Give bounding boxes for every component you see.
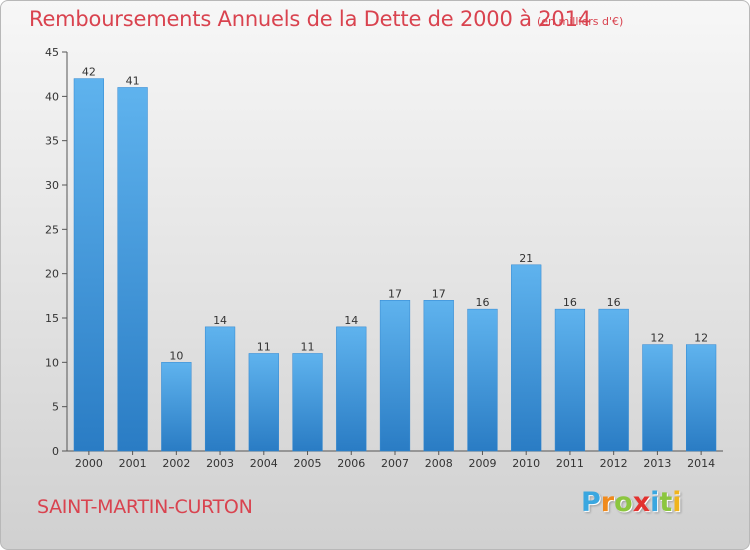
logo-letter: P	[581, 487, 601, 518]
logo-letter: r	[600, 487, 615, 518]
bar-2007	[379, 300, 411, 452]
x-tick-label-2004: 2004	[250, 457, 278, 470]
x-tick-label-2010: 2010	[512, 457, 540, 470]
x-tick-label-2007: 2007	[381, 457, 409, 470]
bar-2005	[292, 353, 323, 452]
value-label-2013: 12	[650, 332, 664, 345]
y-tick-label: 35	[45, 135, 59, 148]
value-label-2002: 10	[169, 349, 183, 362]
value-label-2000: 42	[82, 66, 96, 79]
x-tick-label-2006: 2006	[337, 457, 365, 470]
value-label-2008: 17	[432, 287, 446, 300]
bar-2012	[598, 308, 629, 452]
bar-2009	[467, 308, 498, 452]
x-tick-label-2013: 2013	[643, 457, 671, 470]
logo-letter: i	[672, 487, 682, 518]
y-tick-label: 20	[45, 268, 59, 281]
y-tick-label: 25	[45, 223, 59, 236]
value-label-2005: 11	[301, 340, 315, 353]
proxiti-logo: Proxiti	[581, 487, 682, 518]
bar-2000	[73, 78, 104, 452]
value-label-2007: 17	[388, 287, 402, 300]
y-tick-label: 15	[45, 312, 59, 325]
x-tick-label-2005: 2005	[294, 457, 322, 470]
value-label-2004: 11	[257, 340, 271, 353]
bar-2010	[511, 264, 542, 452]
x-tick-label-2001: 2001	[119, 457, 147, 470]
bar-2001	[117, 87, 148, 452]
value-label-2014: 12	[694, 332, 708, 345]
x-tick-label-2014: 2014	[687, 457, 715, 470]
y-tick-label: 10	[45, 356, 59, 369]
logo-letter: t	[659, 487, 673, 518]
x-tick-label-2009: 2009	[468, 457, 496, 470]
value-label-2003: 14	[213, 314, 227, 327]
unit-note: (en milliers d'€)	[537, 15, 624, 28]
value-label-2006: 14	[344, 314, 358, 327]
bar-2004	[248, 353, 279, 452]
bar-2003	[204, 326, 236, 452]
y-tick-label: 30	[45, 179, 59, 192]
bar-2011	[554, 308, 586, 452]
y-tick-label: 5	[52, 401, 59, 414]
value-label-2001: 41	[126, 74, 140, 87]
bar-2014	[686, 344, 717, 452]
y-tick-label: 0	[52, 445, 59, 458]
bar-2013	[642, 344, 673, 452]
logo-letter: i	[650, 487, 660, 518]
value-label-2012: 16	[607, 296, 621, 309]
x-tick-label-2012: 2012	[600, 457, 628, 470]
value-label-2009: 16	[475, 296, 489, 309]
y-tick-label: 40	[45, 90, 59, 103]
bar-2008	[423, 300, 454, 452]
x-tick-label-2008: 2008	[425, 457, 453, 470]
y-tick-label: 45	[45, 46, 59, 59]
value-label-2010: 21	[519, 252, 533, 265]
x-tick-label-2002: 2002	[162, 457, 190, 470]
x-tick-label-2003: 2003	[206, 457, 234, 470]
chart-title: Remboursements Annuels de la Dette de 20…	[29, 7, 591, 31]
bar-2002	[161, 362, 192, 452]
logo-letter: o	[614, 487, 633, 518]
bar-2006	[336, 326, 367, 452]
value-label-2011: 16	[563, 296, 577, 309]
commune-name: SAINT-MARTIN-CURTON	[37, 496, 253, 518]
x-tick-label-2011: 2011	[556, 457, 584, 470]
logo-letter: x	[632, 487, 651, 518]
x-tick-label-2000: 2000	[75, 457, 103, 470]
